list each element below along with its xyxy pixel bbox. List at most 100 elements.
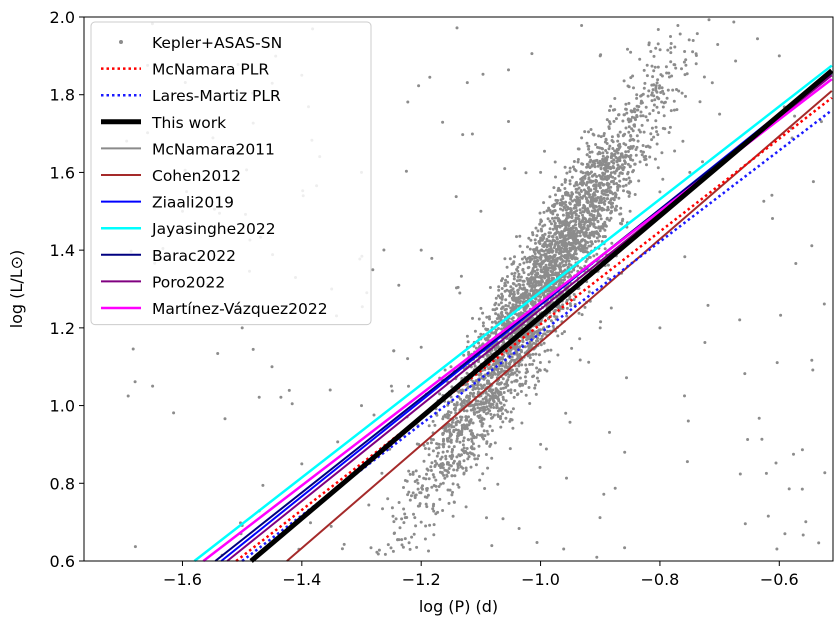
scatter-point [565, 171, 569, 175]
scatter-point [648, 155, 652, 159]
scatter-point [497, 294, 500, 298]
scatter-point [668, 125, 672, 129]
scatter-point [517, 370, 521, 374]
scatter-point [669, 60, 673, 64]
scatter-point [442, 415, 445, 419]
scatter-point [605, 118, 609, 122]
scatter-point [639, 94, 643, 98]
scatter-point [518, 234, 522, 238]
scatter-point [656, 42, 660, 46]
y-tick-label: 1.2 [50, 319, 75, 338]
scatter-point [517, 272, 521, 276]
scatter-point [151, 384, 155, 388]
scatter-point [498, 407, 502, 411]
scatter-point [500, 287, 504, 290]
scatter-point [503, 289, 507, 293]
scatter-point [622, 177, 626, 181]
scatter-point [592, 216, 596, 220]
scatter-point [609, 201, 613, 205]
scatter-point [629, 134, 633, 138]
scatter-point [460, 453, 463, 457]
scatter-point [518, 244, 522, 248]
scatter-point [734, 59, 738, 63]
scatter-point [635, 93, 639, 97]
scatter-point [551, 212, 555, 216]
scatter-point [510, 380, 514, 384]
scatter-point [502, 403, 506, 407]
scatter-point [406, 100, 410, 104]
scatter-point [550, 222, 553, 226]
scatter-point [435, 488, 439, 492]
scatter-point [616, 185, 620, 189]
scatter-point [501, 412, 504, 416]
scatter-point [638, 57, 642, 61]
scatter-point [627, 176, 631, 180]
scatter-point [524, 171, 528, 175]
scatter-point [586, 144, 590, 148]
scatter-point [462, 423, 466, 427]
scatter-point [419, 345, 423, 349]
scatter-point [764, 471, 768, 475]
scatter-point [581, 206, 585, 210]
scatter-point [511, 282, 515, 285]
scatter-point [656, 133, 660, 137]
scatter-point [547, 257, 551, 261]
scatter-point [555, 237, 559, 241]
scatter-point [683, 50, 687, 53]
scatter-point [575, 257, 579, 261]
scatter-point [521, 250, 524, 254]
scatter-point [578, 358, 582, 362]
scatter-point [548, 262, 552, 266]
scatter-point [428, 523, 432, 527]
scatter-point [383, 552, 387, 556]
scatter-point [483, 487, 487, 490]
scatter-point [526, 344, 530, 348]
scatter-point [563, 223, 567, 227]
scatter-point [617, 113, 620, 117]
scatter-point [515, 235, 518, 239]
scatter-point [476, 457, 479, 461]
scatter-point [640, 153, 644, 157]
scatter-point [494, 312, 498, 316]
scatter-point [703, 341, 707, 344]
scatter-point [560, 202, 564, 206]
scatter-point [436, 510, 440, 514]
scatter-point [576, 160, 580, 164]
scatter-point [591, 203, 595, 207]
scatter-point [504, 284, 508, 287]
scatter-point [465, 334, 469, 338]
scatter-point [658, 48, 662, 52]
scatter-point [446, 461, 449, 464]
scatter-point [531, 231, 534, 235]
scatter-point [547, 208, 551, 212]
scatter-point [597, 201, 601, 205]
scatter-point [531, 375, 535, 379]
scatter-point [642, 150, 645, 154]
scatter-point [402, 486, 405, 489]
scatter-point [698, 100, 702, 104]
scatter-point [666, 48, 670, 52]
scatter-point [412, 512, 415, 516]
scatter-point [465, 395, 468, 399]
scatter-point [551, 209, 555, 213]
scatter-point [494, 372, 497, 376]
scatter-point [529, 335, 533, 339]
scatter-point [450, 457, 454, 461]
scatter-point [499, 356, 503, 360]
scatter-point [519, 390, 523, 393]
scatter-point [569, 207, 572, 210]
scatter-point [563, 240, 567, 244]
scatter-point [563, 206, 567, 210]
scatter-point [647, 43, 651, 47]
scatter-point [567, 193, 570, 197]
scatter-point [618, 130, 622, 134]
scatter-point [608, 109, 611, 112]
scatter-point [616, 157, 620, 161]
scatter-point [530, 362, 534, 366]
scatter-point [494, 395, 498, 399]
scatter-point [481, 72, 485, 76]
scatter-point [453, 474, 457, 478]
scatter-point [411, 472, 415, 476]
scatter-point [684, 94, 687, 98]
scatter-point [568, 182, 572, 186]
